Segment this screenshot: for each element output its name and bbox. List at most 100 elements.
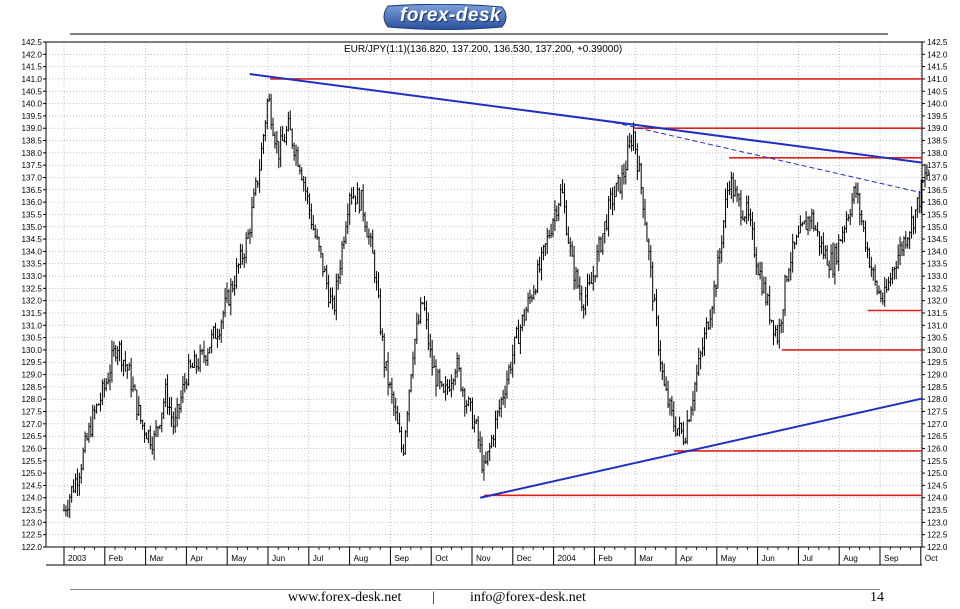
- y-tick-label-left: 138.0: [22, 149, 43, 158]
- y-tick-label-right: 133.5: [927, 260, 948, 269]
- y-tick-label-left: 141.5: [22, 63, 43, 72]
- y-tick-label-right: 127.5: [927, 408, 948, 417]
- x-tick-label: Oct: [925, 554, 938, 563]
- chart-title: EUR/JPY(1:1)(136.820, 137.200, 136.530, …: [344, 44, 622, 55]
- y-tick-label-left: 137.5: [22, 161, 43, 170]
- y-tick-label-left: 132.0: [22, 297, 43, 306]
- x-tick-label: Aug: [843, 554, 858, 563]
- y-tick-label-left: 128.5: [22, 383, 43, 392]
- y-tick-label-left: 123.0: [22, 518, 43, 527]
- y-tick-label-right: 134.5: [927, 235, 948, 244]
- x-tick-label: Feb: [109, 554, 124, 563]
- y-tick-label-right: 135.0: [927, 223, 948, 232]
- footer-divider: [70, 589, 880, 590]
- footer-website[interactable]: www.forex-desk.net: [288, 590, 402, 605]
- y-tick-label-left: 139.0: [22, 124, 43, 133]
- x-axis: 2003 Feb Mar Apr May Jun Jul Aug Sep Oct Nov Dec 200…: [46, 547, 938, 566]
- y-tick-label-left: 138.5: [22, 137, 43, 146]
- y-tick-label-left: 132.5: [22, 284, 43, 293]
- y-tick-label-right: 131.0: [927, 321, 948, 330]
- y-tick-label-left: 126.5: [22, 432, 43, 441]
- y-tick-label-right: 139.5: [927, 112, 948, 121]
- y-tick-label-right: 136.5: [927, 186, 948, 195]
- x-tick-label: Mar: [639, 554, 653, 563]
- y-tick-label-left: 139.5: [22, 112, 43, 121]
- x-tick-label: Jun: [762, 554, 776, 563]
- y-tick-label-left: 142.0: [22, 50, 43, 59]
- trendlines: [249, 73, 923, 499]
- y-tick-label-right: 140.5: [927, 87, 948, 96]
- horizontal-levels: [270, 78, 922, 497]
- x-tick-label: Sep: [884, 554, 899, 563]
- y-tick-label-right: 125.5: [927, 457, 948, 466]
- y-tick-label-right: 142.0: [927, 50, 948, 59]
- y-tick-label-right: 132.5: [927, 284, 948, 293]
- x-tick-label: Dec: [517, 554, 532, 563]
- trendline-dashed-projection: [606, 120, 923, 194]
- y-tick-label-left: 122.0: [22, 543, 43, 552]
- x-tick-label: Aug: [354, 554, 369, 563]
- y-tick-label-right: 140.0: [927, 100, 948, 109]
- y-tick-label-right: 129.5: [927, 358, 948, 367]
- x-tick-label: Jul: [802, 554, 813, 563]
- y-axis-left: 142.5 142.0 141.5 141.0 140.5 140.0 139.5 139.0…: [22, 38, 46, 552]
- y-tick-label-right: 141.0: [927, 75, 948, 84]
- page-number: 14: [870, 590, 884, 605]
- y-tick-label-left: 137.0: [22, 173, 43, 182]
- footer-email[interactable]: info@forex-desk.net: [470, 590, 586, 605]
- y-tick-label-left: 131.5: [22, 309, 43, 318]
- x-tick-label: 2004: [558, 554, 577, 563]
- y-tick-label-right: 128.5: [927, 383, 948, 392]
- y-tick-label-left: 131.0: [22, 321, 43, 330]
- y-tick-label-left: 140.5: [22, 87, 43, 96]
- y-tick-label-left: 135.5: [22, 210, 43, 219]
- y-tick-label-left: 134.0: [22, 247, 43, 256]
- y-tick-label-right: 137.0: [927, 173, 948, 182]
- y-tick-label-left: 134.5: [22, 235, 43, 244]
- y-tick-label-left: 123.5: [22, 506, 43, 515]
- y-tick-label-right: 132.0: [927, 297, 948, 306]
- y-tick-label-right: 124.5: [927, 481, 948, 490]
- y-tick-label-right: 134.0: [927, 247, 948, 256]
- y-tick-label-left: 140.0: [22, 100, 43, 109]
- y-tick-label-right: 138.0: [927, 149, 948, 158]
- trendline-support: [479, 397, 923, 499]
- x-tick-label: 2003: [68, 554, 87, 563]
- x-tick-label: May: [231, 554, 247, 563]
- x-tick-label: Mar: [150, 554, 164, 563]
- x-tick-label: Apr: [190, 554, 203, 563]
- x-tick-label: Sep: [394, 554, 409, 563]
- y-tick-label-left: 135.0: [22, 223, 43, 232]
- y-tick-label-right: 130.5: [927, 334, 948, 343]
- y-tick-label-right: 129.0: [927, 371, 948, 380]
- price-chart: EUR/JPY(1:1)(136.820, 137.200, 136.530, …: [22, 33, 948, 566]
- y-tick-label-right: 123.5: [927, 506, 948, 515]
- y-tick-label-left: 130.0: [22, 346, 43, 355]
- y-tick-label-left: 127.0: [22, 420, 43, 429]
- logo-text: forex-desk: [400, 5, 502, 26]
- x-tick-label: Jun: [272, 554, 286, 563]
- y-tick-label-left: 142.5: [22, 38, 43, 47]
- y-tick-label-left: 126.0: [22, 444, 43, 453]
- y-tick-label-right: 130.0: [927, 346, 948, 355]
- y-tick-label-right: 138.5: [927, 137, 948, 146]
- footer-separator: |: [432, 590, 435, 605]
- x-tick-label: Jul: [313, 554, 324, 563]
- y-tick-label-right: 123.0: [927, 518, 948, 527]
- y-tick-label-right: 135.5: [927, 210, 948, 219]
- x-tick-label: Apr: [680, 554, 693, 563]
- y-tick-label-right: 142.5: [927, 38, 948, 47]
- y-tick-label-right: 131.5: [927, 309, 948, 318]
- y-tick-label-right: 133.0: [927, 272, 948, 281]
- y-tick-label-right: 126.5: [927, 432, 948, 441]
- y-tick-label-left: 129.0: [22, 371, 43, 380]
- forex-desk-logo: [380, 3, 510, 30]
- y-tick-label-left: 136.5: [22, 186, 43, 195]
- y-tick-label-left: 125.5: [22, 457, 43, 466]
- y-tick-label-right: 125.0: [927, 469, 948, 478]
- y-tick-label-right: 139.0: [927, 124, 948, 133]
- y-tick-label-right: 128.0: [927, 395, 948, 404]
- y-tick-label-right: 122.5: [927, 531, 948, 540]
- y-tick-label-left: 124.0: [22, 494, 43, 503]
- price-series: [62, 93, 931, 519]
